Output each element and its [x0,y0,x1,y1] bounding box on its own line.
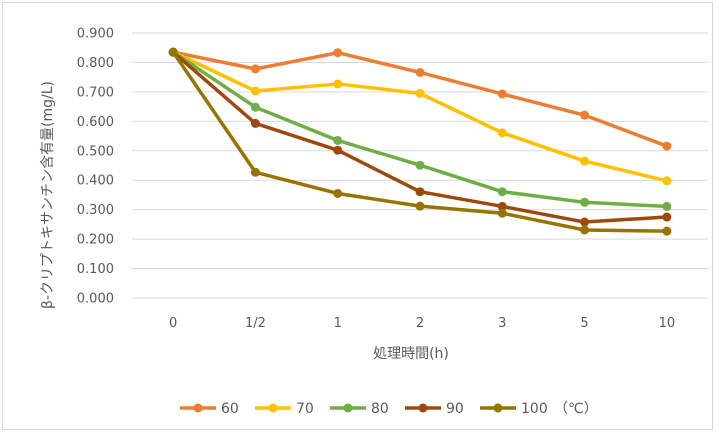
data-point [168,47,178,57]
data-point [662,212,672,222]
legend-item-90: 90 [405,401,464,417]
y-tick-label: 0.200 [77,233,114,248]
data-point [250,102,260,112]
data-point [250,167,260,177]
x-tick-label: 5 [580,316,588,331]
data-point [662,141,672,151]
data-point [333,79,343,89]
data-point [333,48,343,58]
x-tick-label: 1/2 [245,316,266,331]
series-line [171,50,669,148]
data-point [580,225,590,235]
data-point [333,135,343,145]
data-point [415,88,425,98]
legend-swatch-marker [193,403,203,413]
legend-swatch-marker [268,403,278,413]
data-point [415,67,425,77]
data-point [415,187,425,197]
data-point [580,156,590,166]
y-axis-title: β-クリプトキサンチン含有量(mg/L) [40,81,56,309]
y-tick-label: 0.900 [77,27,114,42]
y-tick-labels: 0.000 0.100 0.200 0.300 0.400 0.500 0.600 0.700… [77,27,114,307]
data-point [662,226,672,236]
y-tick-label: 0.700 [77,85,114,100]
data-point [415,201,425,211]
series-line [171,50,669,224]
x-tick-label: 10 [659,316,676,331]
data-point [662,176,672,186]
data-point [497,201,507,211]
data-point [333,145,343,155]
legend-unit: （℃） [554,401,598,417]
y-tick-label: 0.000 [77,292,114,307]
data-point [250,118,260,128]
y-tick-label: 0.600 [77,115,114,130]
y-tick-label: 0.400 [77,174,114,189]
y-tick-label: 0.100 [77,262,114,277]
x-axis-title: 処理時間(h) [373,346,449,362]
data-point [497,89,507,99]
y-tick-label: 0.300 [77,203,114,218]
y-tick-label: 0.800 [77,56,114,71]
legend-swatch-marker [418,403,428,413]
x-tick-label: 3 [498,316,506,331]
data-point [250,64,260,74]
legend-label: 70 [296,401,314,417]
chart-frame [2,2,713,430]
data-point [497,187,507,197]
legend-label: 100 [521,401,548,417]
legend: 60 70 80 90 100 （℃） [180,401,598,417]
data-point [580,217,590,227]
data-point [497,208,507,218]
legend-item-60: 60 [180,401,239,417]
data-point [580,197,590,207]
data-point [415,160,425,170]
data-point [250,86,260,96]
x-tick-label: 2 [416,316,424,331]
legend-item-100: 100 [480,401,548,417]
legend-label: 80 [371,401,389,417]
legend-item-70: 70 [255,401,314,417]
data-point [580,110,590,120]
legend-label: 90 [446,401,464,417]
x-tick-label: 0 [169,316,177,331]
x-tick-labels: 0 1/2 1 2 3 5 10 [169,316,675,331]
x-tick-label: 1 [334,316,342,331]
series-90 [168,47,672,227]
legend-item-80: 80 [330,401,389,417]
series-100 [168,47,672,236]
y-tick-label: 0.500 [77,144,114,159]
data-point [662,201,672,211]
legend-swatch-marker [493,403,503,413]
legend-label: 60 [221,401,239,417]
legend-swatch-marker [343,403,353,413]
data-point [333,188,343,198]
series-group [168,47,672,236]
data-point [497,128,507,138]
